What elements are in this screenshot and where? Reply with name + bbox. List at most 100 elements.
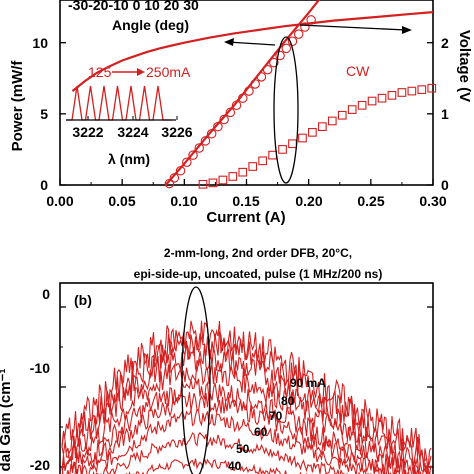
pulsed-power-point — [238, 93, 248, 103]
inset-current-start: 125 — [88, 64, 112, 80]
inset-spectrum-trace — [66, 85, 172, 121]
current-label: 40 — [228, 459, 242, 473]
pulsed-power-point — [188, 150, 198, 160]
arrow-right-head — [402, 26, 412, 34]
caption-line-1: 2-mm-long, 2nd order DFB, 20°C, — [164, 246, 352, 260]
y-right-tick-1: 1 — [441, 106, 449, 122]
y-right-tick-0: 0 — [441, 177, 449, 193]
pulsed-power-point — [225, 107, 236, 118]
gain-spectrum-high-8 — [61, 320, 432, 468]
pulsed-power-point — [206, 129, 217, 139]
current-label: 70 — [269, 409, 283, 423]
pulsed-power-point — [200, 136, 211, 146]
pulsed-power-point — [287, 36, 298, 47]
y-right-tick-2: 2 — [441, 35, 449, 51]
gain-spectrum-90mA — [61, 358, 432, 474]
pulsed-power-point — [244, 86, 254, 96]
pulsed-power-point — [262, 64, 273, 75]
cw-power-point — [427, 83, 437, 93]
cw-power-point — [397, 88, 407, 97]
panel-b-spectra — [61, 320, 432, 474]
current-label: 80 — [281, 394, 295, 408]
pulsed-power-point — [300, 22, 310, 32]
power-fit-line — [164, 0, 321, 186]
y-b-tick-20: -20 — [30, 457, 50, 473]
pulsed-power-point — [231, 100, 242, 111]
x-tick-3: 0.15 — [232, 193, 259, 209]
panel-a-series — [71, 0, 437, 189]
inset-current-end: 250mA — [146, 64, 191, 80]
cw-power-point — [238, 167, 248, 177]
x-tick-1: 0.05 — [108, 193, 135, 209]
panel-b-label: (b) — [74, 292, 92, 308]
y-b-tick-0: 0 — [42, 286, 50, 302]
cw-power-point — [198, 179, 208, 189]
inset-tick-label-3222: 3222 — [72, 124, 103, 140]
cw-power-point — [228, 172, 238, 181]
arrow-right-line — [299, 24, 407, 31]
y-right-axis-label: Voltage (V — [456, 30, 473, 102]
inset-axis-label: λ (nm) — [108, 151, 150, 167]
pulsed-power-point — [182, 157, 192, 167]
cw-power-point — [308, 127, 317, 137]
inset-peaks — [66, 85, 172, 121]
pulsed-power-point — [293, 29, 304, 39]
y-b-tick-10: -10 — [30, 360, 50, 376]
cw-power-point — [377, 93, 387, 103]
panel-b-frame — [59, 282, 434, 474]
cw-power-point — [288, 139, 297, 149]
angle-ticks: -30-20-10 0 10 20 30 — [68, 0, 199, 13]
x-axis-label: Current (A) — [206, 209, 285, 226]
cw-power-point — [298, 133, 307, 143]
highlight-ellipse — [273, 36, 299, 184]
panel-a-ticks — [59, 42, 434, 186]
cw-label: CW — [346, 63, 370, 79]
current-label: 50 — [236, 442, 250, 456]
pulsed-power-point — [250, 79, 260, 89]
pulsed-power-point — [213, 121, 223, 132]
x-tick-0: 0.00 — [46, 193, 73, 209]
panel-b: 2-mm-long, 2nd order DFB, 20°C, epi-side… — [0, 246, 434, 474]
pulsed-power-point — [219, 114, 229, 125]
pulsed-power-point — [269, 57, 279, 68]
cw-power-point — [357, 100, 367, 110]
gain-spectrum-80 — [61, 378, 429, 474]
pulsed-power-point — [306, 15, 316, 25]
cw-power-point — [327, 116, 337, 126]
peak-ellipse — [181, 286, 211, 474]
pulsed-power-point — [164, 178, 175, 189]
panel-a: 0 5 10 0 1 2 0.00 0.05 0.10 0.15 0.20 0.… — [9, 0, 473, 226]
y-b-axis-label: dal Gain (cm⁻¹ — [0, 369, 14, 472]
arrow-left-line — [227, 41, 276, 46]
current-label: 60 — [254, 425, 268, 439]
cw-power-point — [347, 105, 357, 114]
pulsed-power-point — [194, 143, 205, 153]
cw-power-point — [317, 122, 327, 132]
cw-power-point — [417, 85, 427, 95]
pulsed-power-point — [169, 173, 180, 183]
inset-tick-label-3224: 3224 — [117, 124, 148, 140]
angle-label: Angle (deg) — [112, 17, 189, 33]
arrow-left-head — [224, 38, 234, 46]
pulsed-power-point — [281, 43, 292, 54]
pulsed-power-point — [175, 166, 186, 176]
cw-power-point — [387, 90, 397, 100]
pulsed-power-point — [275, 50, 285, 61]
cw-power-point — [248, 162, 258, 171]
cw-power-point — [407, 86, 417, 96]
inset-spectrum: 125 250mA 3222 3224 3226 λ (nm) — [66, 64, 193, 167]
gain-spectrum-40 — [125, 458, 312, 474]
x-tick-2: 0.10 — [170, 193, 197, 209]
gain-spectrum-50 — [92, 431, 366, 474]
gain-spectrum-high-7 — [61, 330, 432, 472]
gain-spectrum-60 — [74, 409, 397, 474]
y-left-axis-label: Power (mW/f — [9, 60, 26, 152]
pulsed-power-point — [256, 72, 267, 82]
cw-power-point — [278, 145, 287, 154]
cw-power-point — [218, 175, 228, 185]
y-left-tick-5: 5 — [40, 106, 48, 122]
cw-power-point — [337, 110, 347, 120]
x-tick-6: 0.30 — [419, 193, 446, 209]
